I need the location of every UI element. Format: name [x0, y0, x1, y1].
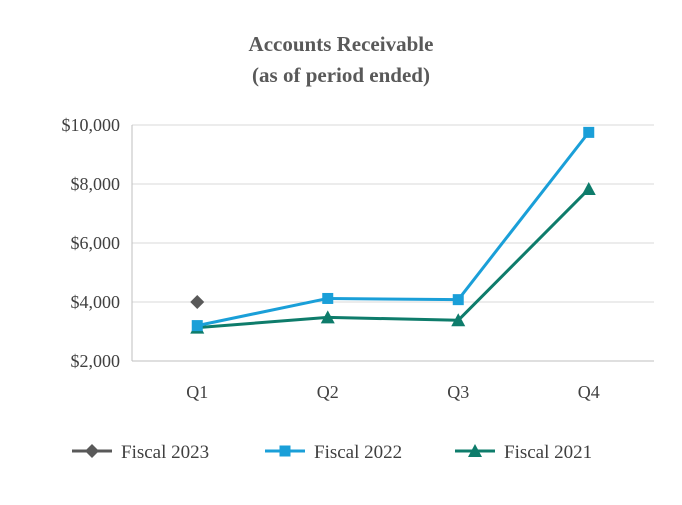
x-tick-label: Q3: [447, 382, 469, 402]
data-point-fiscal-2021: [451, 313, 466, 327]
legend-marker-fiscal-2022: [279, 445, 291, 457]
data-point-fiscal-2023: [190, 295, 205, 309]
data-point-fiscal-2022: [583, 126, 595, 138]
legend-label-fiscal-2021: Fiscal 2021: [504, 442, 592, 463]
y-tick-label: $2,000: [71, 351, 121, 371]
data-point-fiscal-2021: [320, 310, 335, 324]
y-tick-label: $4,000: [71, 292, 121, 312]
series-fiscal-2022: [191, 126, 595, 332]
y-tick-label: $10,000: [62, 115, 121, 135]
legend-label-fiscal-2023: Fiscal 2023: [121, 442, 209, 463]
legend-label-fiscal-2022: Fiscal 2022: [314, 442, 402, 463]
axes: $2,000 $4,000 $6,000 $8,000 $10,000 Q1 Q2 Q3 Q4: [62, 115, 654, 402]
x-tick-label: Q2: [317, 382, 339, 402]
gridlines: [132, 124, 654, 303]
series-fiscal-2021: [190, 182, 596, 334]
legend-item-fiscal-2022: Fiscal 2022: [265, 442, 402, 463]
data-point-fiscal-2022: [452, 294, 464, 306]
x-tick-label: Q1: [186, 382, 208, 402]
x-tick-label: Q4: [578, 382, 600, 402]
chart-title: Accounts Receivable: [249, 32, 434, 56]
y-tick-label: $8,000: [71, 174, 121, 194]
legend-item-fiscal-2021: Fiscal 2021: [455, 442, 592, 463]
data-point-fiscal-2021: [581, 182, 596, 196]
legend: Fiscal 2023 Fiscal 2022 Fiscal 2021: [72, 442, 592, 463]
legend-marker-fiscal-2023: [85, 444, 99, 458]
legend-marker-fiscal-2021: [468, 444, 482, 457]
y-tick-label: $6,000: [71, 233, 121, 253]
series-line-fiscal-2021: [197, 187, 590, 330]
data-point-fiscal-2022: [322, 292, 334, 304]
series-fiscal-2023: [190, 295, 205, 309]
legend-item-fiscal-2023: Fiscal 2023: [72, 442, 209, 463]
series: [190, 126, 596, 334]
series-line-fiscal-2022: [196, 131, 590, 328]
chart-subtitle: (as of period ended): [252, 63, 430, 87]
data-point-fiscal-2022: [191, 320, 203, 332]
